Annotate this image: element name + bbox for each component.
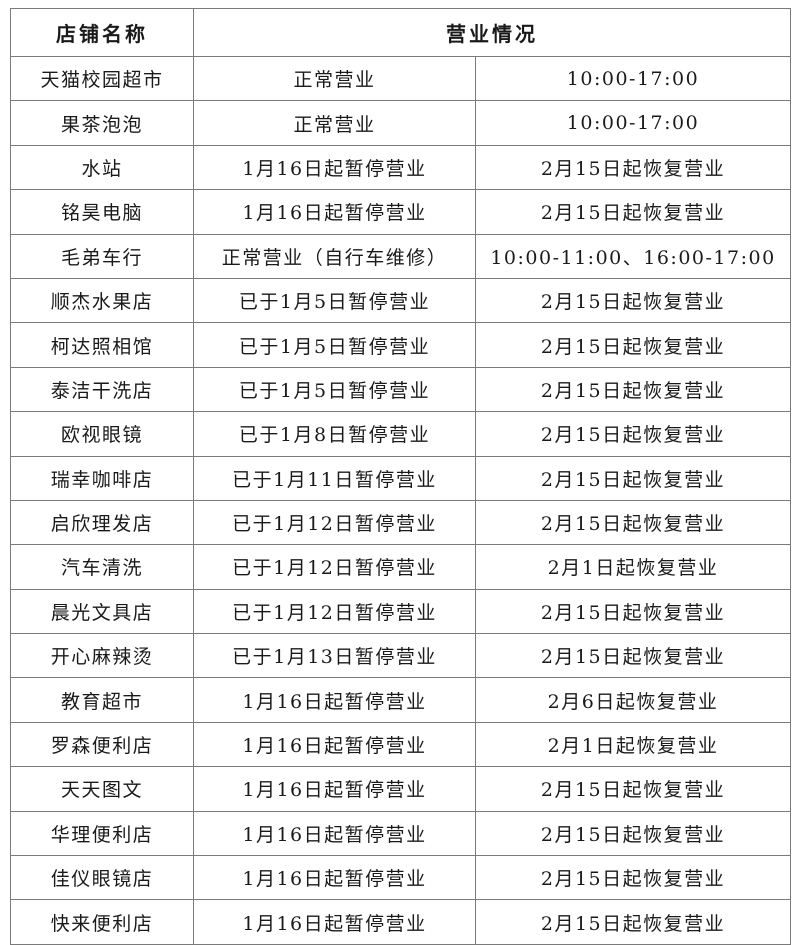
column-header-shop-name: 店铺名称	[10, 8, 194, 57]
cell-business-status: 已于1月5日暂停营业	[193, 322, 476, 368]
cell-shop-name: 天猫校园超市	[10, 55, 194, 102]
cell-business-status: 1月16日起暂停营业	[193, 766, 476, 812]
cell-hours-or-resume-date: 2月15日起恢复营业	[475, 588, 791, 635]
table-header: 店铺名称 营业情况	[10, 8, 791, 57]
cell-shop-name: 果茶泡泡	[10, 100, 194, 146]
cell-business-status: 1月16日起暂停营业	[193, 189, 476, 235]
cell-hours-or-resume-date: 2月15日起恢复营业	[475, 855, 791, 901]
cell-business-status: 已于1月5日暂停营业	[193, 277, 476, 324]
cell-hours-or-resume-date: 2月15日起恢复营业	[475, 766, 791, 812]
cell-business-status: 已于1月11日暂停营业	[193, 455, 476, 501]
cell-hours-or-resume-date: 2月15日起恢复营业	[475, 499, 791, 546]
cell-shop-name: 顺杰水果店	[10, 277, 194, 324]
cell-shop-name: 晨光文具店	[10, 588, 194, 635]
cell-shop-name: 开心麻辣烫	[10, 633, 194, 679]
cell-hours-or-resume-date: 2月15日起恢复营业	[475, 277, 791, 324]
cell-hours-or-resume-date: 10:00-17:00	[475, 100, 791, 146]
cell-shop-name: 毛弟车行	[10, 233, 194, 279]
cell-business-status: 已于1月12日暂停营业	[193, 544, 476, 590]
cell-business-status: 已于1月12日暂停营业	[193, 499, 476, 546]
cell-hours-or-resume-date: 2月15日起恢复营业	[475, 322, 791, 368]
cell-shop-name: 快来便利店	[10, 899, 194, 945]
column-header-business-status: 营业情况	[193, 8, 791, 57]
cell-business-status: 1月16日起暂停营业	[193, 721, 476, 768]
cell-business-status: 正常营业	[193, 55, 476, 102]
cell-shop-name: 柯达照相馆	[10, 322, 194, 368]
cell-shop-name: 佳仪眼镜店	[10, 855, 194, 901]
table-body: 天猫校园超市 正常营业 10:00-17:00 果茶泡泡 正常营业 10:00-17:00…	[10, 55, 791, 945]
table-row: 启欣理发店 已于1月12日暂停营业 2月15日起恢复营业	[10, 499, 791, 546]
table-row: 快来便利店 1月16日起暂停营业 2月15日起恢复营业	[10, 899, 791, 945]
cell-hours-or-resume-date: 2月15日起恢复营业	[475, 810, 791, 857]
shop-business-status-table-container: 店铺名称 营业情况 天猫校园超市 正常营业 10:00-17:00 果茶泡泡 正常营业 1…	[10, 8, 791, 945]
cell-hours-or-resume-date: 10:00-17:00	[475, 55, 791, 102]
table-row: 顺杰水果店 已于1月5日暂停营业 2月15日起恢复营业	[10, 277, 791, 324]
cell-shop-name: 教育超市	[10, 677, 194, 723]
cell-shop-name: 罗森便利店	[10, 721, 194, 768]
cell-shop-name: 华理便利店	[10, 810, 194, 857]
cell-hours-or-resume-date: 10:00-11:00、16:00-17:00	[475, 233, 791, 279]
table-row: 欧视眼镜 已于1月8日暂停营业 2月15日起恢复营业	[10, 411, 791, 457]
cell-hours-or-resume-date: 2月15日起恢复营业	[475, 411, 791, 457]
table-row: 瑞幸咖啡店 已于1月11日暂停营业 2月15日起恢复营业	[10, 455, 791, 501]
cell-business-status: 已于1月5日暂停营业	[193, 366, 476, 413]
cell-business-status: 1月16日起暂停营业	[193, 855, 476, 901]
cell-shop-name: 瑞幸咖啡店	[10, 455, 194, 501]
table-header-row: 店铺名称 营业情况	[10, 8, 791, 57]
cell-business-status: 1月16日起暂停营业	[193, 899, 476, 945]
table-row: 水站 1月16日起暂停营业 2月15日起恢复营业	[10, 144, 791, 191]
table-row: 佳仪眼镜店 1月16日起暂停营业 2月15日起恢复营业	[10, 855, 791, 901]
table-row: 泰洁干洗店 已于1月5日暂停营业 2月15日起恢复营业	[10, 366, 791, 413]
cell-shop-name: 欧视眼镜	[10, 411, 194, 457]
cell-business-status: 1月16日起暂停营业	[193, 677, 476, 723]
cell-business-status: 已于1月12日暂停营业	[193, 588, 476, 635]
table-row: 果茶泡泡 正常营业 10:00-17:00	[10, 100, 791, 146]
cell-hours-or-resume-date: 2月15日起恢复营业	[475, 189, 791, 235]
cell-shop-name: 启欣理发店	[10, 499, 194, 546]
table-row: 罗森便利店 1月16日起暂停营业 2月1日起恢复营业	[10, 721, 791, 768]
cell-business-status: 已于1月13日暂停营业	[193, 633, 476, 679]
cell-business-status: 正常营业（自行车维修）	[193, 233, 476, 279]
table-row: 开心麻辣烫 已于1月13日暂停营业 2月15日起恢复营业	[10, 633, 791, 679]
cell-business-status: 1月16日起暂停营业	[193, 810, 476, 857]
cell-business-status: 已于1月8日暂停营业	[193, 411, 476, 457]
shop-business-status-table: 店铺名称 营业情况 天猫校园超市 正常营业 10:00-17:00 果茶泡泡 正常营业 1…	[10, 8, 791, 945]
cell-shop-name: 铭昊电脑	[10, 189, 194, 235]
table-row: 柯达照相馆 已于1月5日暂停营业 2月15日起恢复营业	[10, 322, 791, 368]
table-row: 汽车清洗 已于1月12日暂停营业 2月1日起恢复营业	[10, 544, 791, 590]
cell-shop-name: 天天图文	[10, 766, 194, 812]
cell-hours-or-resume-date: 2月15日起恢复营业	[475, 144, 791, 191]
table-row: 毛弟车行 正常营业（自行车维修） 10:00-11:00、16:00-17:00	[10, 233, 791, 279]
table-row: 铭昊电脑 1月16日起暂停营业 2月15日起恢复营业	[10, 189, 791, 235]
cell-hours-or-resume-date: 2月1日起恢复营业	[475, 721, 791, 768]
cell-business-status: 1月16日起暂停营业	[193, 144, 476, 191]
cell-shop-name: 汽车清洗	[10, 544, 194, 590]
cell-hours-or-resume-date: 2月15日起恢复营业	[475, 633, 791, 679]
table-row: 教育超市 1月16日起暂停营业 2月6日起恢复营业	[10, 677, 791, 723]
table-row: 晨光文具店 已于1月12日暂停营业 2月15日起恢复营业	[10, 588, 791, 635]
cell-hours-or-resume-date: 2月6日起恢复营业	[475, 677, 791, 723]
table-row: 天天图文 1月16日起暂停营业 2月15日起恢复营业	[10, 766, 791, 812]
cell-shop-name: 泰洁干洗店	[10, 366, 194, 413]
cell-business-status: 正常营业	[193, 100, 476, 146]
cell-hours-or-resume-date: 2月15日起恢复营业	[475, 455, 791, 501]
cell-hours-or-resume-date: 2月1日起恢复营业	[475, 544, 791, 590]
table-row: 天猫校园超市 正常营业 10:00-17:00	[10, 55, 791, 102]
cell-hours-or-resume-date: 2月15日起恢复营业	[475, 899, 791, 945]
table-row: 华理便利店 1月16日起暂停营业 2月15日起恢复营业	[10, 810, 791, 857]
cell-hours-or-resume-date: 2月15日起恢复营业	[475, 366, 791, 413]
cell-shop-name: 水站	[10, 144, 194, 191]
